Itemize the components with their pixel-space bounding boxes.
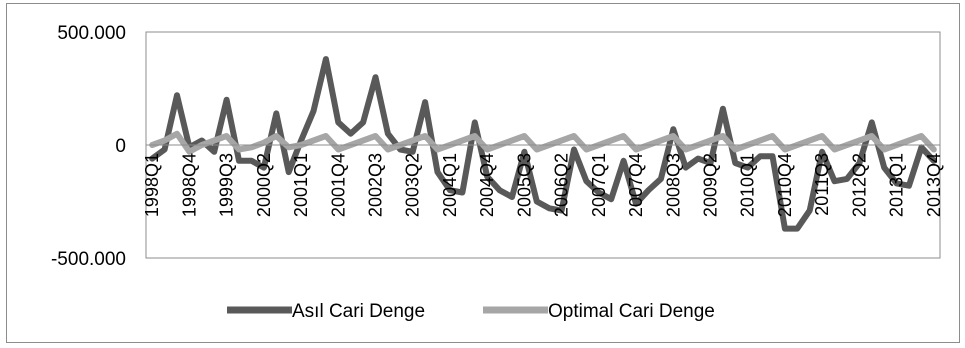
x-tick-label: 2000Q2	[254, 153, 274, 217]
x-tick-label: 2007Q4	[626, 153, 646, 217]
legend-label-2: Optimal Cari Denge	[548, 301, 715, 322]
x-tick-label: 2004Q1	[440, 153, 460, 217]
x-axis: 1998Q1 1998Q4 1999Q3 2000Q2 2001Q1 2001Q4 2002…	[142, 153, 944, 217]
x-tick-label: 2010Q1	[738, 153, 758, 217]
y-axis: 500.000 0 -500.000	[51, 23, 126, 270]
x-tick-label: 2007Q1	[589, 153, 609, 217]
x-tick-label: 1999Q3	[217, 153, 237, 217]
x-tick-label: 2013Q1	[887, 153, 907, 217]
series-lines	[149, 56, 937, 232]
x-tick-label: 2012Q2	[849, 153, 869, 217]
y-tick-label: -500.000	[51, 249, 126, 270]
x-tick-label: 2006Q2	[552, 153, 572, 217]
x-tick-label: 1998Q1	[142, 153, 162, 217]
series-line-2	[149, 130, 937, 155]
x-tick-label: 2003Q2	[403, 153, 423, 217]
x-tick-label: 2002Q3	[366, 153, 386, 217]
legend: Asıl Cari Denge Optimal Cari Denge	[227, 301, 715, 322]
y-tick-label: 500.000	[57, 23, 126, 44]
x-tick-label: 2013Q4	[924, 153, 944, 217]
y-tick-label: 0	[115, 136, 126, 157]
x-tick-label: 1998Q4	[179, 153, 199, 217]
x-tick-label: 2010Q4	[775, 153, 795, 217]
x-tick-label: 2009Q2	[701, 153, 721, 217]
x-tick-label: 2004Q4	[477, 153, 497, 217]
legend-label-1: Asıl Cari Denge	[292, 301, 425, 322]
x-tick-label: 2011Q3	[812, 153, 832, 216]
x-tick-label: 2001Q4	[328, 153, 348, 217]
x-tick-label: 2001Q1	[291, 153, 311, 217]
x-tick-label: 2005Q3	[514, 153, 534, 217]
chart-area	[6, 3, 960, 343]
x-tick-label: 2008Q3	[663, 153, 683, 217]
